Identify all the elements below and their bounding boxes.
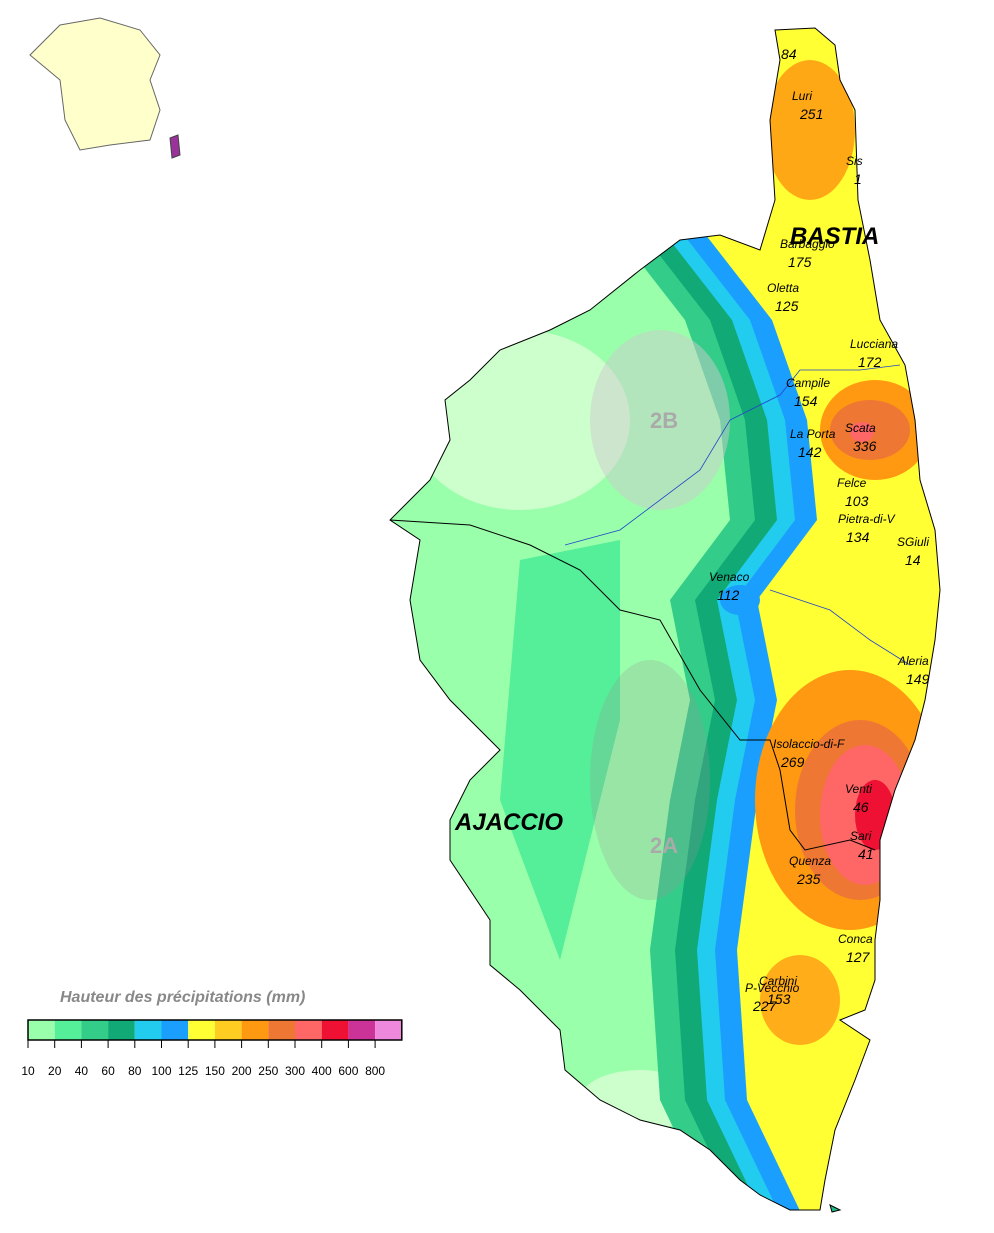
station-name: Barbaggio [780, 237, 835, 251]
legend-swatch [295, 1020, 322, 1040]
station-value: 251 [799, 106, 823, 122]
legend-tick-label: 200 [232, 1064, 252, 1078]
legend-swatch [28, 1020, 55, 1040]
station-value: 336 [853, 438, 877, 454]
station-value: 112 [717, 587, 740, 603]
station-name: Sis [846, 154, 863, 168]
station-name: SGiuli [897, 535, 929, 549]
station-name: Scata [845, 421, 876, 435]
station-name: Felce [837, 476, 867, 490]
legend: 10 20 40 60 80 100 125 150 200 250 300 400 600 800 [21, 1019, 403, 1078]
legend-tick-label: 400 [312, 1064, 332, 1078]
legend-tick-label: 20 [48, 1064, 62, 1078]
river [564, 364, 901, 546]
station-value: 41 [858, 846, 874, 862]
station-name: Oletta [767, 281, 799, 295]
station-value: 149 [906, 671, 930, 687]
legend-tick-label: 125 [178, 1064, 198, 1078]
locator-map [29, 17, 181, 159]
legend-title: Hauteur des précipitations (mm) [60, 989, 305, 1006]
legend-tick-label: 250 [258, 1064, 278, 1078]
station-value: 127 [846, 949, 871, 965]
station-name: Sari [850, 829, 872, 843]
station-value: 103 [845, 493, 869, 509]
legend-tick-label: 300 [285, 1064, 305, 1078]
station-value: 227 [752, 998, 778, 1014]
station-value: 84 [781, 46, 797, 62]
legend-swatch [214, 1020, 242, 1040]
legend-tick-label: 150 [205, 1064, 225, 1078]
precip-field [390, 28, 940, 1210]
station-value: 269 [780, 754, 805, 770]
legend-swatch [268, 1020, 295, 1040]
islet [829, 1204, 842, 1213]
legend-swatch [134, 1020, 162, 1040]
legend-swatch [321, 1020, 349, 1040]
station-value: 14 [905, 552, 921, 568]
station-name: P-Vecchio [745, 981, 800, 995]
city-label: AJACCIO [454, 809, 563, 836]
legend-tick-label: 80 [128, 1064, 142, 1078]
station-value: 235 [796, 871, 821, 887]
station-name: La Porta [790, 427, 836, 441]
legend-tick-label: 60 [101, 1064, 115, 1078]
station-name: Quenza [789, 854, 831, 868]
station-value: 46 [853, 799, 869, 815]
legend-tick-label: 10 [21, 1064, 35, 1078]
station-value: 172 [858, 354, 882, 370]
station-value: 134 [846, 529, 870, 545]
stations: 84 Luri 251 Sis 1 Barbaggio 175 Oletta 125 Luccia… [709, 46, 930, 1014]
station-name: Carbini [759, 974, 797, 988]
station-name: Aleria [897, 654, 929, 668]
department-border [389, 519, 876, 851]
legend-swatch [81, 1020, 109, 1040]
station-name: Venaco [709, 570, 750, 584]
station-name: Pietra-di-V [838, 512, 896, 526]
legend-tick-label: 800 [365, 1064, 385, 1078]
station-value: 125 [775, 298, 799, 314]
city-label: BASTIA [790, 223, 879, 250]
department-label: 2B [650, 408, 678, 433]
station-name: Lucciana [850, 337, 898, 351]
station-value: 1 [854, 171, 862, 187]
department-label: 2A [650, 833, 678, 858]
legend-swatch [241, 1020, 269, 1040]
legend-swatch [54, 1020, 82, 1040]
legend-swatch [188, 1020, 215, 1040]
legend-swatch [108, 1020, 135, 1040]
station-value: 142 [798, 444, 822, 460]
legend-tick-label: 40 [75, 1064, 89, 1078]
station-name: Luri [792, 89, 812, 103]
legend-swatch [375, 1020, 402, 1040]
station-name: Venti [845, 782, 872, 796]
river [769, 589, 911, 666]
station-name: Isolaccio-di-F [773, 737, 845, 751]
legend-tick-label: 600 [338, 1064, 358, 1078]
station-value: 175 [788, 254, 812, 270]
station-value: 153 [767, 991, 791, 1007]
station-name: Campile [786, 376, 830, 390]
legend-swatch [348, 1020, 376, 1040]
station-value: 154 [794, 393, 818, 409]
legend-tick-label: 100 [151, 1064, 171, 1078]
station-name: Conca [838, 932, 873, 946]
legend-swatch [161, 1020, 189, 1040]
